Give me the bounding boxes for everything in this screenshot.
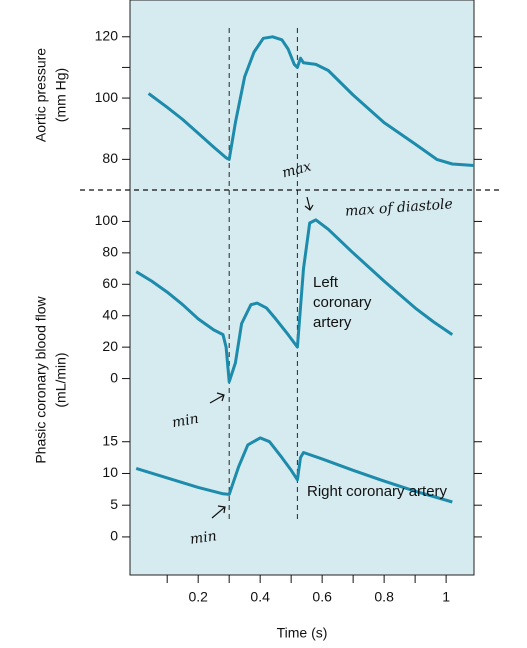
y-tick-label: 100	[95, 212, 119, 228]
data-line	[135, 218, 454, 384]
y-tick-label: 15	[102, 432, 118, 448]
x-tick-label: 0.6	[312, 589, 332, 605]
y-tick-label: 5	[110, 496, 118, 512]
data-line	[147, 35, 475, 167]
y-tick-label: 40	[102, 306, 118, 322]
y-tick-label: 80	[102, 244, 118, 260]
hand-arrow	[209, 392, 225, 404]
y-tick-label: 10	[102, 464, 118, 480]
y-axis-label: (mL/min)	[53, 352, 69, 407]
y-tick-label: 100	[95, 89, 119, 105]
hand-arrow	[211, 505, 226, 519]
y-tick-label: 0	[110, 528, 118, 544]
y-tick-label: 0	[110, 369, 118, 385]
y-axis-label: Phasic coronary blood flow	[33, 295, 49, 463]
hand-arrow	[304, 196, 314, 211]
y-tick-label: 20	[102, 338, 118, 354]
y-axis-label: Aortic pressure	[33, 48, 49, 142]
x-tick-label: 0.2	[188, 589, 208, 605]
x-tick-label: 0.8	[374, 589, 394, 605]
annotation: Right coronary artery	[307, 483, 448, 500]
y-tick-label: 80	[102, 150, 118, 166]
x-tick-label: 1	[442, 589, 450, 605]
y-tick-label: 120	[95, 27, 119, 43]
x-tick-label: 0.4	[250, 589, 270, 605]
y-axis-label: (mm Hg)	[53, 68, 69, 122]
x-axis-label: Time (s)	[277, 625, 328, 641]
annotation: Left coronary artery	[313, 274, 372, 331]
y-tick-label: 60	[102, 275, 118, 291]
data-line	[135, 436, 453, 504]
